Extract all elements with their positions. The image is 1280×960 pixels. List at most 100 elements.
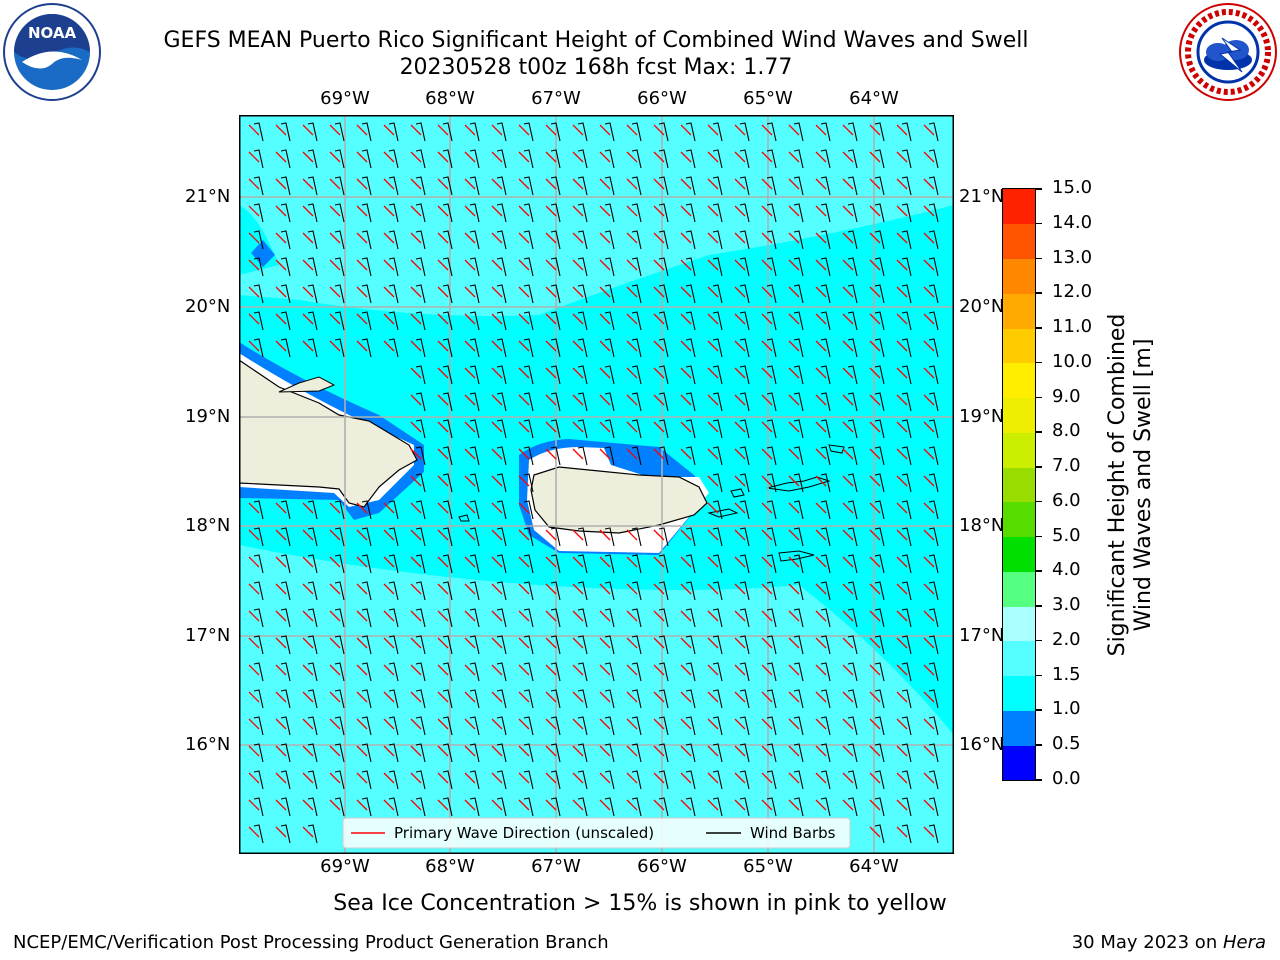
wave-direction-arrow (383, 637, 395, 649)
wave-direction-arrow (680, 610, 692, 622)
footer-host: Hera (1222, 932, 1266, 953)
wind-barb (307, 203, 318, 223)
wind-barb (442, 743, 453, 763)
wave-direction-arrow (923, 556, 935, 568)
wave-direction-arrow (356, 340, 368, 352)
wind-barb (577, 338, 588, 358)
wave-direction-arrow (842, 556, 854, 568)
wind-barb (550, 203, 561, 223)
wave-direction-arrow (707, 799, 719, 811)
wind-barb (442, 500, 453, 520)
wind-barb (685, 122, 696, 142)
wind-barb (388, 797, 399, 817)
wind-barb (928, 176, 939, 196)
wave-direction-arrow (410, 448, 422, 460)
wave-direction-arrow (788, 799, 800, 811)
wind-barb (631, 176, 642, 196)
wave-direction-arrow (599, 367, 611, 379)
wind-barb (415, 662, 426, 682)
wind-barb (847, 203, 858, 223)
colorbar-tick-label: 11.0 (1052, 316, 1093, 338)
wave-direction-arrow (572, 259, 584, 271)
wind-barb (820, 716, 831, 736)
wave-direction-arrow (923, 313, 935, 325)
wave-direction-arrow (626, 691, 638, 703)
wave-direction-arrow (545, 583, 557, 595)
wave-direction-arrow (761, 259, 773, 271)
wave-direction-arrow (869, 772, 881, 784)
wind-barb (874, 392, 885, 412)
wind-barb (550, 662, 561, 682)
wave-direction-arrow (707, 286, 719, 298)
wind-barb (253, 770, 264, 790)
wave-direction-arrow (923, 475, 935, 487)
wave-direction-arrow (491, 799, 503, 811)
wind-barb (415, 500, 426, 520)
wave-direction-arrow (518, 772, 530, 784)
wind-barb (442, 716, 453, 736)
wave-direction-arrow (869, 583, 881, 595)
wave-direction-arrow (869, 259, 881, 271)
wind-barb (766, 716, 777, 736)
wind-barb (523, 446, 534, 466)
puerto-rico-land (530, 466, 708, 534)
wave-direction-arrow (464, 313, 476, 325)
wind-barb (766, 176, 777, 196)
wave-direction-arrow (518, 178, 530, 190)
wave-direction-arrow (329, 772, 341, 784)
wave-direction-arrow (653, 772, 665, 784)
wave-direction-arrow (761, 205, 773, 217)
wind-barb (469, 716, 480, 736)
wind-barb (550, 689, 561, 709)
wave-direction-arrow (734, 610, 746, 622)
wave-direction-arrow (896, 232, 908, 244)
wind-barb (469, 257, 480, 277)
colorbar-segment (1003, 501, 1035, 538)
wind-barb (469, 608, 480, 628)
wind-barb (793, 365, 804, 385)
wave-direction-arrow (815, 232, 827, 244)
wind-barb (739, 662, 750, 682)
colorbar-segment (1003, 606, 1035, 642)
wave-direction-arrow (923, 718, 935, 730)
wave-direction-arrow (275, 799, 287, 811)
wave-direction-arrow (680, 178, 692, 190)
wave-direction-arrow (707, 772, 719, 784)
wind-barb (820, 392, 831, 412)
colorbar-tick-label: 12.0 (1052, 281, 1093, 303)
wave-direction-arrow (275, 718, 287, 730)
wave-direction-arrow (707, 691, 719, 703)
map-legend: Primary Wave Direction (unscaled) Wind B… (342, 817, 851, 849)
wave-direction-arrow (761, 286, 773, 298)
wave-direction-arrow (653, 313, 665, 325)
wind-barb (550, 527, 561, 547)
colorbar-tick-mark (1036, 674, 1042, 677)
wind-barb (604, 284, 615, 304)
wind-barb (307, 716, 318, 736)
colorbar-segment (1003, 189, 1035, 225)
wave-direction-arrow (761, 151, 773, 163)
wave-direction-arrow (707, 259, 719, 271)
lat-tick-right: 17°N (959, 625, 1005, 646)
wind-barb (793, 770, 804, 790)
wave-direction-arrow (761, 529, 773, 541)
wind-barb (847, 473, 858, 493)
wind-barb (739, 554, 750, 574)
wave-direction-arrow (923, 637, 935, 649)
wind-barb (388, 284, 399, 304)
wave-direction-arrow (869, 151, 881, 163)
wave-direction-arrow (761, 637, 773, 649)
wind-barb (712, 797, 723, 817)
wave-direction-arrow (491, 286, 503, 298)
wave-direction-arrow (545, 637, 557, 649)
lat-tick-left: 16°N (185, 734, 231, 755)
wind-barb (928, 581, 939, 601)
wave-direction-arrow (599, 772, 611, 784)
wave-direction-arrow (734, 178, 746, 190)
lon-tick-top: 66°W (637, 88, 687, 109)
wave-direction-arrow (734, 367, 746, 379)
wind-barb (550, 176, 561, 196)
wind-barb (739, 338, 750, 358)
wave-direction-arrow (437, 394, 449, 406)
wind-barb (361, 554, 372, 574)
